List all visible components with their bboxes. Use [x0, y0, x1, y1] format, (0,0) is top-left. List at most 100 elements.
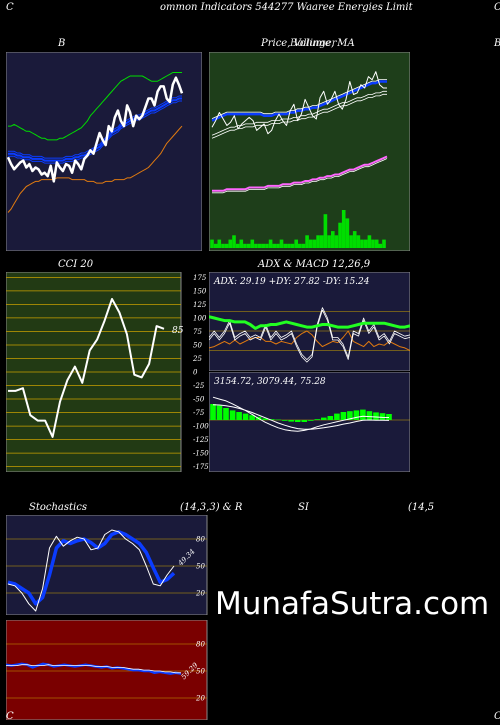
macd-histogram-bar	[366, 411, 373, 420]
macd-histogram-bar	[268, 419, 275, 420]
bollinger-background	[6, 52, 202, 251]
macd-histogram-bar	[373, 412, 379, 420]
ma-long-line-edge	[212, 158, 388, 194]
volume-bar	[279, 239, 284, 248]
macd-histogram-bar	[294, 420, 301, 422]
macd-histogram-bar	[321, 417, 327, 420]
volume-bar	[334, 235, 339, 248]
adx-readout: ADX: 29.19 +DY: 27.82 -DY: 15.24	[213, 277, 370, 287]
volume-bar	[246, 243, 251, 248]
volume-bar	[228, 239, 233, 248]
macd-signal-line	[212, 404, 390, 430]
volume-bar	[305, 235, 309, 248]
volume-bar	[250, 239, 255, 248]
macd-background	[209, 372, 410, 472]
volume-bar	[349, 235, 353, 248]
cci-tick-label: -125	[193, 436, 209, 444]
macd-histogram-bar	[210, 404, 216, 420]
adx-chart: ADX: 29.19 +DY: 27.82 -DY: 15.24	[209, 272, 410, 371]
volume-bar	[276, 243, 280, 248]
header-left-cut: C	[6, 2, 14, 13]
volume-bar	[371, 239, 375, 248]
macd-histogram-bar	[281, 420, 288, 421]
cci-tick-label: 50	[193, 342, 202, 350]
cci-tick-label: 100	[193, 314, 207, 322]
stoch-tick-label: 80	[196, 536, 205, 544]
cci-tick-label: -150	[193, 450, 209, 458]
rsi-tick-label: 80	[196, 641, 205, 649]
volume-bar	[213, 243, 218, 248]
cci-last-value: 85	[172, 326, 184, 336]
cci-tick-label: 175	[193, 274, 207, 282]
macd-readout: 3154.72, 3079.44, 75.28	[214, 377, 326, 387]
rsi-params: (14,5	[408, 502, 435, 513]
macd-histogram-bar	[229, 410, 236, 420]
macd-histogram-bar	[353, 410, 360, 420]
price-background	[209, 52, 410, 251]
macd-histogram-bar	[288, 420, 294, 422]
cci-tick-label: 75	[193, 328, 202, 336]
volume-bar	[341, 210, 346, 248]
macd-histogram-bar	[314, 419, 321, 420]
stoch-params: (14,3,3) & R	[180, 502, 243, 513]
macd-chart: 3154.72, 3079.44, 75.28	[209, 372, 410, 472]
volume-bar	[312, 239, 317, 248]
bollinger-chart	[6, 52, 202, 251]
cci-tick-label: -175	[193, 463, 209, 471]
volume-bar	[338, 222, 342, 248]
macd-histogram-bar	[236, 412, 242, 420]
footer-left-cut: C	[6, 711, 14, 722]
price-line	[211, 71, 387, 135]
macd-histogram-bar	[275, 419, 281, 421]
rsi-smooth-line	[6, 664, 181, 674]
cci-chart: 175 150 125 100 75 50 25 0 -25 -50 -75 -100 -125 -150…	[6, 272, 209, 472]
volume-bar	[294, 239, 298, 248]
volume-bar	[320, 235, 324, 248]
rsi-tick-label: 50	[196, 668, 205, 676]
bollinger-panel	[6, 52, 202, 251]
volume-bar	[235, 243, 240, 248]
cci-line	[8, 298, 165, 438]
volume-bar	[360, 239, 364, 248]
plus-di-line	[209, 307, 410, 360]
macd-histogram-bar	[327, 416, 334, 420]
cci-tick-label: -100	[193, 423, 209, 431]
rsi-title: SI	[298, 502, 309, 513]
stoch-background	[6, 515, 208, 615]
volume-bar	[378, 243, 383, 248]
volume-bar	[268, 239, 273, 248]
volume-bar	[298, 243, 302, 248]
minus-di-line	[209, 330, 410, 351]
bb-lower-line	[7, 125, 183, 213]
bb-upper-line	[8, 72, 182, 141]
cci-tick-label: -50	[193, 396, 205, 404]
volume-bar	[243, 243, 247, 248]
cci-tick-label: 25	[192, 355, 202, 363]
macd-histogram-bar	[347, 411, 353, 420]
volume-bar	[363, 239, 368, 248]
volume-bar	[210, 239, 214, 248]
stoch-panel: 80 50 20 49.34	[6, 515, 210, 615]
macd-histogram-bar	[249, 415, 255, 420]
bollinger-title: B	[58, 38, 66, 49]
price-chart	[209, 52, 410, 251]
macd-panel: 3154.72, 3079.44, 75.28	[209, 372, 410, 472]
bb-price-line	[6, 76, 184, 183]
volume-bar	[323, 214, 328, 248]
ma-short-line	[211, 80, 387, 122]
volume-bar	[382, 239, 386, 248]
adx-panel: ADX: 29.19 +DY: 27.82 -DY: 15.24	[209, 272, 410, 371]
volume-bar	[290, 243, 295, 248]
plus-di-line-2	[209, 309, 410, 363]
volume-bar	[301, 243, 306, 248]
stoch-tick-label: 50	[196, 563, 205, 571]
footer-right-cut: C	[494, 711, 500, 722]
volume-bar	[345, 218, 350, 248]
brand-watermark: MunafaSutra.com	[215, 586, 490, 622]
stoch-title: Stochastics	[29, 502, 87, 513]
macd-histogram-bar	[379, 413, 386, 420]
macd-histogram-bar	[262, 418, 268, 420]
rsi-tick-label: 20	[195, 695, 205, 703]
